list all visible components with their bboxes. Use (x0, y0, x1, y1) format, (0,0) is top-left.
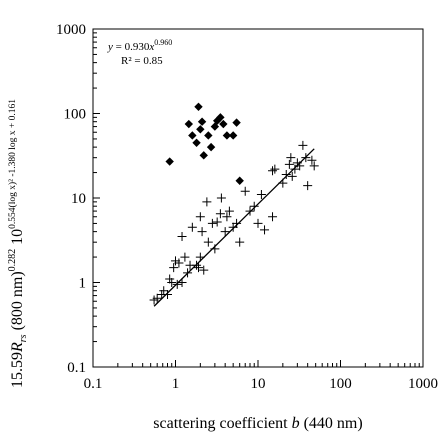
y-tick-label: 100 (64, 107, 87, 123)
plus-marker (235, 237, 245, 247)
plus-marker (152, 293, 162, 303)
plus-marker (260, 225, 270, 235)
plus-marker (172, 279, 182, 289)
plus-marker (183, 268, 193, 278)
diamond-marker (199, 151, 208, 160)
diamond-marker (197, 117, 207, 126)
diamond-marker (165, 157, 174, 166)
plus-marker (268, 212, 278, 222)
plus-marker (159, 286, 169, 296)
x-tick-label: 1 (172, 376, 180, 392)
diamond-marker (188, 131, 197, 140)
x-tick-label: 1000 (408, 376, 438, 392)
annotation-equation: y = 0.930x0.960 (107, 38, 172, 53)
plot-frame (92, 28, 424, 368)
plus-marker (286, 153, 296, 163)
plus-marker (207, 218, 217, 228)
plus-marker (287, 171, 297, 181)
plus-marker (195, 212, 205, 222)
plus-marker (281, 169, 291, 179)
diamond-marker (196, 125, 205, 134)
plus-marker (284, 159, 294, 169)
x-tick-label: 10 (251, 376, 266, 392)
plus-marker (180, 252, 190, 262)
plus-marker (193, 263, 203, 273)
plus-marker (268, 166, 278, 176)
plus-marker (232, 218, 242, 228)
plus-marker (192, 260, 202, 270)
plus-marker (240, 186, 250, 196)
plus-marker (203, 237, 213, 247)
plus-marker (195, 252, 205, 262)
diamond-marker (228, 131, 238, 140)
y-axis-label: 15.59Rrs (800 nm)0.282 100.554(log x)² -… (7, 99, 29, 388)
plus-marker (290, 164, 300, 174)
plus-marker (216, 193, 226, 203)
y-tick-label: 1 (79, 276, 87, 292)
plus-marker (303, 181, 313, 191)
plus-marker (163, 290, 173, 300)
diamond-marker (222, 131, 232, 140)
plus-marker (174, 258, 184, 268)
y-tick-label: 0.1 (67, 360, 86, 376)
diamond-marker (232, 118, 241, 127)
plus-marker (199, 265, 209, 275)
plus-marker (177, 232, 187, 242)
x-tick-label: 0.1 (84, 376, 103, 392)
y-tick-label: 1000 (56, 22, 86, 38)
plus-marker (253, 218, 263, 228)
plus-marker (167, 278, 177, 287)
plus-marker (249, 201, 259, 211)
x-axis-label: scattering coefficient b (440 nm) (153, 415, 362, 432)
plus-marker (220, 227, 230, 237)
plus-marker (256, 190, 266, 200)
y-tick-label: 10 (71, 191, 86, 207)
plus-marker (307, 155, 317, 165)
plus-marker (278, 178, 288, 188)
plus-marker (295, 161, 305, 171)
diamond-marker (235, 176, 244, 185)
diamond-marker (184, 119, 194, 129)
x-axis-ticks: 0.1 1 10 100 1000 (84, 360, 438, 392)
plus-marker (202, 197, 212, 207)
plus-marker (298, 140, 308, 150)
plus-marker (197, 227, 207, 237)
plus-marker (212, 217, 222, 227)
plus-marker (215, 209, 225, 219)
plus-marker (224, 206, 234, 216)
diamond-marker (206, 142, 216, 152)
plus-marker (309, 161, 319, 171)
plus-marker (222, 212, 232, 222)
y-axis-ticks: 0.1 1 10 100 1000 (56, 22, 100, 376)
plus-marker (177, 278, 187, 287)
annotation-r-squared: R² = 0.85 (121, 55, 163, 67)
diamond-marker (216, 113, 225, 122)
diamond-marker (194, 102, 203, 112)
plus-marker (169, 263, 179, 273)
plus-marker (245, 206, 255, 216)
diamond-marker (192, 138, 201, 148)
plus-marker (210, 244, 220, 254)
data-points (149, 102, 319, 305)
diamond-marker (219, 119, 228, 129)
diamond-marker (204, 131, 213, 140)
plus-marker (270, 164, 280, 174)
plus-marker (187, 222, 197, 232)
plus-marker (301, 153, 311, 163)
x-tick-label: 100 (329, 376, 352, 392)
